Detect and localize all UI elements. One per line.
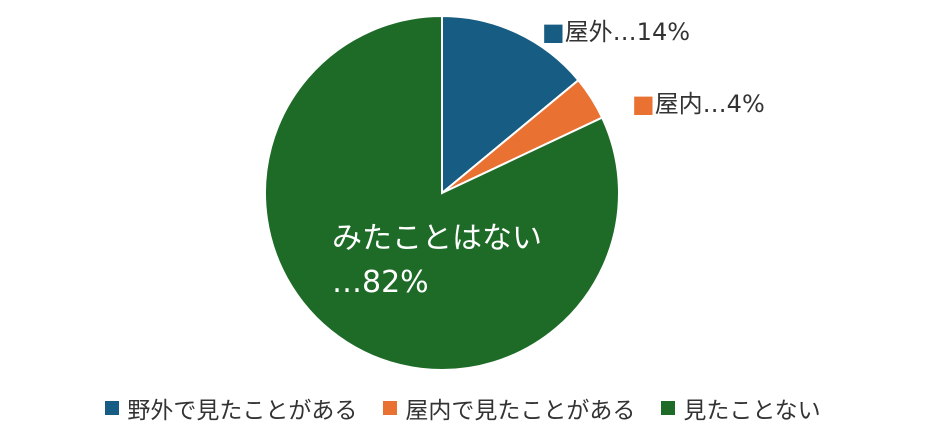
legend-label-indoor: 屋内で見たことがある [405, 398, 636, 424]
legend-item-outdoor: 野外で見たことがある [105, 391, 357, 425]
label-outdoor-text: 屋外…14% [565, 18, 690, 46]
legend-swatch-never [661, 401, 676, 415]
legend-swatch-indoor [383, 401, 398, 415]
legend: 野外で見たことがある 屋内で見たことがある 見たことない [0, 388, 926, 428]
label-never-line2: …82% [332, 265, 429, 300]
pie-slice-never [264, 14, 620, 371]
label-indoor: ■屋内…4% [632, 90, 765, 118]
label-outdoor-mark: ■ [542, 18, 565, 46]
pie-slices [264, 14, 620, 371]
legend-label-outdoor: 野外で見たことがある [127, 398, 358, 424]
pie-slice-outdoor [441, 14, 580, 196]
label-outdoor: ■屋外…14% [542, 18, 690, 46]
legend-item-indoor: 屋内で見たことがある [383, 391, 635, 425]
label-indoor-text: 屋内…4% [655, 90, 765, 118]
legend-item-never: 見たことない [661, 391, 821, 425]
legend-swatch-outdoor [105, 401, 120, 415]
label-indoor-mark: ■ [632, 90, 655, 118]
legend-label-never: 見たことない [683, 398, 821, 424]
label-never-line1: みたことはない [332, 221, 542, 256]
